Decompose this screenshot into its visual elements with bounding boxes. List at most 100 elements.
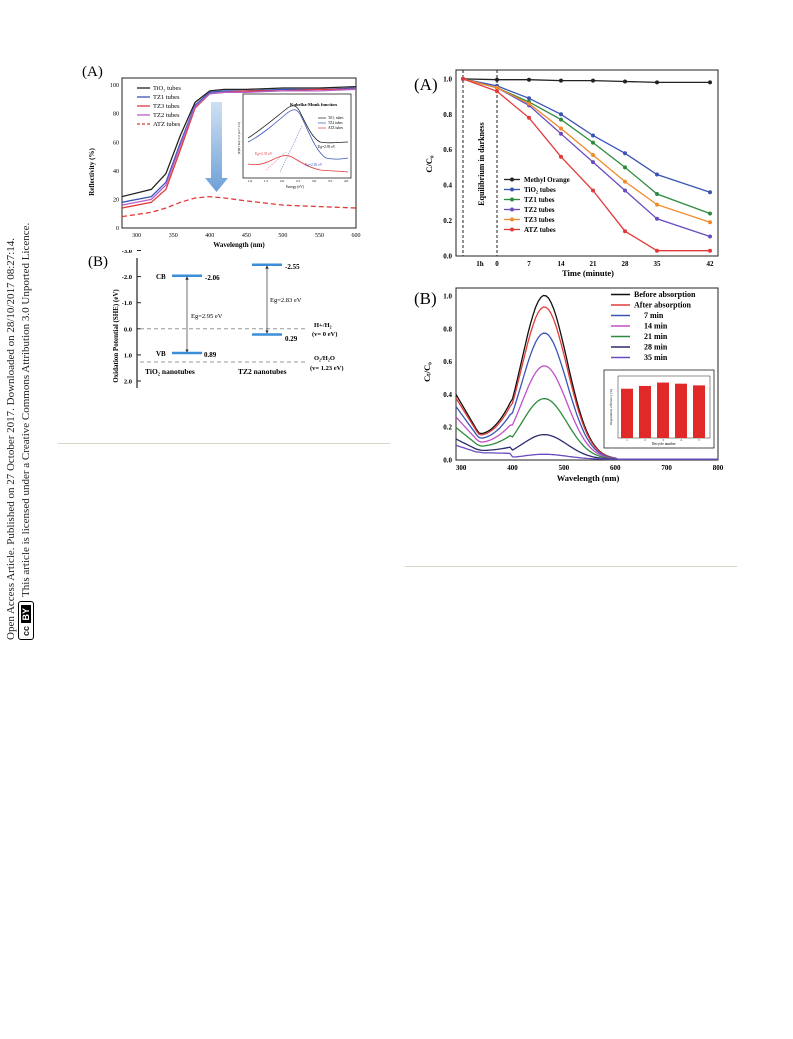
left-a-axes [121, 77, 357, 229]
right-a-xtick: 42 [707, 260, 715, 268]
right-a-legend-entry: TZ3 tubes [524, 216, 555, 224]
cc-licence-icon[interactable]: cc BY [18, 600, 34, 640]
right-b-xtick: 700 [661, 464, 672, 472]
left-a-ylabel: Reflectivity (%) [88, 148, 96, 196]
right-a-point [591, 188, 595, 193]
recycle-bar-tick: 5 [698, 438, 700, 442]
right-a-point [559, 154, 563, 159]
right-panel-a-label: (A) [414, 75, 438, 94]
right-a-ytick: 0.4 [443, 182, 452, 190]
right-a-point [655, 172, 659, 177]
right-b-legend-entry: After absorption [634, 301, 692, 310]
right-a-point [708, 234, 712, 239]
left-b-ytick: -3.0 [122, 250, 132, 255]
right-a-point [655, 202, 659, 207]
left-b-ytick: 2.0 [124, 379, 132, 386]
right-b-xtick: 300 [456, 464, 467, 472]
right-a-series-0 [462, 78, 710, 84]
right-a-point [623, 179, 627, 184]
inset-xtick: 1.5 [264, 179, 269, 183]
right-b-ytick: 0.6 [443, 358, 452, 366]
right-panel-b-label: (B) [414, 289, 437, 308]
right-b-ytick: 0.0 [443, 457, 452, 465]
right-a-series-2 [462, 78, 711, 215]
recycle-bar-tick: 1 [626, 438, 628, 442]
right-a-xtick: 14 [558, 260, 566, 268]
left-a-ytick: 40 [113, 169, 119, 175]
right-a-ylabel: C/C₀ [424, 155, 434, 173]
left-a-ytick: 60 [113, 140, 119, 146]
right-panel-b-chart: (B) Cₜ/C₀ Wavelength (nm) 300 400 500 600 70… [414, 287, 724, 483]
right-a-ytick: 0.0 [443, 253, 452, 261]
right-a-point [591, 160, 595, 165]
left-panel-a-chart: (A) Reflectivity (%) Wavelength (nm) 300… [82, 64, 361, 249]
right-a-point [623, 151, 627, 156]
right-b-ytick: 0.8 [443, 325, 452, 333]
right-a-xtick: 1h [476, 260, 484, 268]
inset-legend-entry: ATZ tubes [328, 126, 344, 130]
right-a-point [623, 165, 627, 170]
inset-curve-tio2 [247, 105, 349, 144]
right-b-legend-entry: Before absorption [634, 290, 696, 299]
inset-xlabel: Energy (eV) [286, 185, 305, 189]
tio2-cb-value: -2.06 [205, 274, 220, 282]
inset-curve-atz [247, 155, 349, 173]
right-a-point [708, 220, 712, 225]
inset-xtick: 2.0 [280, 179, 285, 183]
left-b-ytick: -2.0 [122, 274, 132, 281]
right-b-legend-entry: 14 min [644, 322, 668, 331]
tio2-cb-label: CB [156, 273, 166, 281]
right-a-ytick: 0.6 [443, 146, 452, 154]
right-b-xtick: 600 [610, 464, 621, 472]
left-a-legend-entry: ATZ tubes [153, 121, 181, 128]
recycle-bar [621, 388, 633, 438]
left-a-xtick: 300 [132, 233, 141, 239]
recycle-bar [639, 385, 651, 438]
left-a-xtick: 500 [278, 233, 287, 239]
right-a-legend-entry: ATZ tubes [524, 226, 556, 234]
right-a-point [655, 192, 659, 196]
right-a-point [495, 89, 499, 94]
inset-xtick: 1.0 [248, 179, 253, 183]
left-a-series-3 [121, 88, 357, 206]
left-a-legend-entry: TiO₂ tubes [153, 85, 181, 92]
right-a-point [655, 248, 659, 253]
left-a-legend-entry: TZ3 tubes [153, 103, 180, 110]
right-a-point [708, 211, 712, 216]
right-a-point [623, 188, 627, 193]
right-a-point [623, 229, 627, 234]
right-a-point [591, 133, 595, 138]
sidebar-line-2: cc BYThis article is licensed under a Cr… [18, 10, 34, 640]
right-a-point [559, 131, 563, 136]
right-a-point [527, 101, 531, 106]
left-a-xtick: 350 [169, 233, 178, 239]
right-a-point [527, 115, 531, 120]
right-a-point [708, 190, 712, 195]
inset-annotation-2: Eg=2.83 eV [305, 163, 323, 167]
left-divider [58, 443, 390, 444]
right-b-xtick: 500 [559, 464, 570, 472]
inset-xtick: 2.5 [296, 179, 301, 183]
right-b-legend-entry: 21 min [644, 332, 668, 341]
left-a-series-4 [121, 195, 357, 218]
left-a-legend-entry: TZ1 tubes [153, 94, 180, 101]
right-b-legend-entry: 7 min [644, 311, 664, 320]
recycle-bar [693, 385, 705, 438]
tio2-eg: Eg=2.95 eV [191, 313, 223, 320]
left-a-ytick: 100 [110, 83, 119, 89]
right-a-point [591, 140, 595, 145]
right-b-ylabel: Cₜ/C₀ [422, 362, 432, 382]
recycle-bar-tick: 2 [644, 438, 646, 442]
left-a-xtick: 600 [352, 233, 361, 239]
left-a-series-1 [121, 87, 357, 203]
left-a-legend: TiO₂ tubes TZ1 tubes TZ3 tubes TZ2 tubes ATZ… [137, 85, 181, 128]
right-a-point [655, 216, 659, 221]
right-a-point [708, 80, 712, 85]
right-a-xlabel: Time (minute) [562, 268, 614, 278]
right-a-series-4 [462, 78, 711, 223]
right-a-point [655, 80, 659, 85]
right-a-point [495, 85, 499, 90]
right-a-point [623, 79, 627, 84]
right-a-point [495, 77, 499, 82]
